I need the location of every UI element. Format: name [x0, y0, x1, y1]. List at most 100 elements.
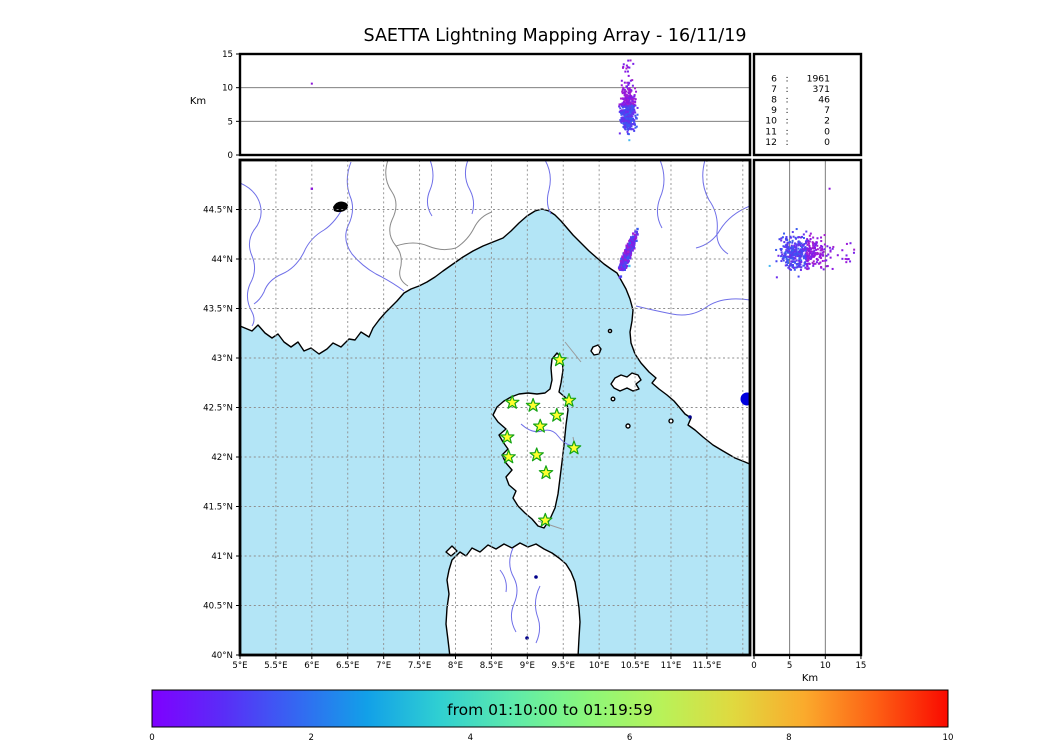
lightning-source-point: [634, 100, 637, 103]
lightning-source-point: [631, 100, 634, 103]
lightning-source-point: [622, 125, 625, 128]
lightning-source-point: [815, 248, 818, 251]
lightning-source-point: [818, 256, 821, 259]
lightning-source-point: [790, 244, 793, 247]
lightning-source-point: [625, 117, 628, 120]
lightning-source-point: [632, 113, 635, 116]
lightning-source-point: [625, 259, 629, 262]
lightning-source-point: [620, 103, 623, 106]
colorbar-tick-label: 0: [149, 733, 154, 743]
lightning-source-point: [627, 257, 630, 260]
alt-lat-scatter: [768, 187, 856, 279]
lightning-source-point: [633, 247, 636, 250]
lightning-source-point: [625, 250, 628, 253]
lightning-source-point: [781, 236, 784, 239]
alt-tick-label: 0: [751, 661, 756, 671]
station-star-icon: [525, 397, 541, 412]
lightning-source-point: [632, 232, 635, 235]
lightning-source-point: [792, 253, 795, 256]
lightning-source-point: [628, 111, 631, 114]
y-tick-label: 42°N: [211, 453, 233, 463]
lightning-source-point: [826, 265, 829, 268]
lightning-source-point: [626, 115, 629, 118]
lightning-source-point: [631, 122, 634, 125]
lightning-source-point: [812, 260, 815, 263]
lightning-source-point: [806, 253, 809, 256]
lightning-source-point: [625, 106, 628, 109]
lightning-source-point: [806, 238, 809, 241]
lightning-source-point: [621, 116, 624, 119]
alt-tick-label: 0: [228, 151, 233, 161]
lightning-source-point: [629, 109, 632, 112]
lightning-source-point: [775, 260, 778, 263]
count-row-stations: 9: [771, 105, 777, 116]
lightning-source-point: [808, 244, 811, 247]
lightning-source-point: [802, 257, 805, 260]
lightning-source-point: [626, 66, 629, 69]
lightning-source-point: [624, 258, 627, 262]
lightning-source-point: [790, 260, 793, 263]
lightning-source-point: [827, 253, 830, 256]
lightning-source-point: [845, 242, 848, 245]
lightning-source-point: [790, 255, 793, 258]
lightning-source-point: [627, 98, 630, 101]
lightning-source-point: [808, 240, 811, 243]
lightning-source-point: [787, 258, 790, 261]
lightning-source-point: [768, 264, 771, 267]
lightning-source-point: [820, 236, 823, 239]
lightning-source-point: [631, 79, 634, 82]
lightning-source-point: [791, 265, 794, 268]
lightning-source-point: [799, 260, 802, 263]
lightning-source-point: [798, 256, 801, 259]
lightning-source-point: [790, 245, 793, 248]
lightning-source-point: [800, 253, 803, 256]
lightning-source-point: [811, 261, 814, 264]
lightning-source-point: [632, 111, 635, 114]
lightning-source-point: [791, 231, 794, 234]
lightning-source-point: [811, 241, 814, 244]
lightning-source-point: [806, 247, 809, 250]
lightning-source-point: [822, 268, 825, 271]
lightning-source-point: [801, 247, 804, 250]
lightning-source-point: [844, 257, 847, 260]
lightning-source-point: [627, 101, 630, 104]
lightning-source-point: [636, 106, 639, 109]
lightning-source-point: [792, 258, 795, 261]
lightning-source-point: [784, 264, 787, 267]
lightning-source-point: [627, 97, 630, 100]
lightning-source-point: [789, 252, 792, 255]
lightning-source-point: [800, 242, 803, 245]
lightning-source-point: [621, 266, 624, 270]
lightning-source-point: [791, 251, 794, 254]
lightning-source-point: [791, 239, 794, 242]
y-tick-label: 41°N: [211, 552, 233, 562]
lightning-source-point: [621, 97, 624, 100]
lightning-source-point: [619, 119, 622, 122]
lightning-source-point: [791, 249, 794, 252]
x-tick-label: 5.5°E: [264, 661, 287, 671]
lightning-source-point: [632, 239, 635, 242]
lightning-source-point: [813, 246, 816, 249]
lightning-source-point: [628, 95, 631, 98]
lightning-source-point: [626, 103, 629, 106]
lightning-source-point: [618, 110, 621, 113]
lightning-source-point: [794, 250, 797, 253]
lightning-source-point: [627, 116, 630, 119]
lightning-source-point: [628, 66, 631, 69]
lightning-source-point: [818, 262, 821, 265]
lightning-source-point: [815, 257, 818, 260]
sardinia-lake: [534, 575, 538, 579]
lightning-source-point: [622, 118, 625, 121]
lightning-source-point: [791, 252, 794, 255]
lightning-source-point: [791, 257, 794, 260]
lightning-source-point: [786, 239, 789, 242]
lightning-source-point: [634, 236, 638, 239]
lightning-source-point: [625, 116, 628, 119]
lightning-source-point: [809, 250, 812, 253]
lightning-source-point: [808, 257, 811, 260]
count-row-sources: 1961: [807, 74, 830, 85]
lightning-source-point: [799, 254, 802, 257]
lightning-source-point: [795, 248, 798, 251]
